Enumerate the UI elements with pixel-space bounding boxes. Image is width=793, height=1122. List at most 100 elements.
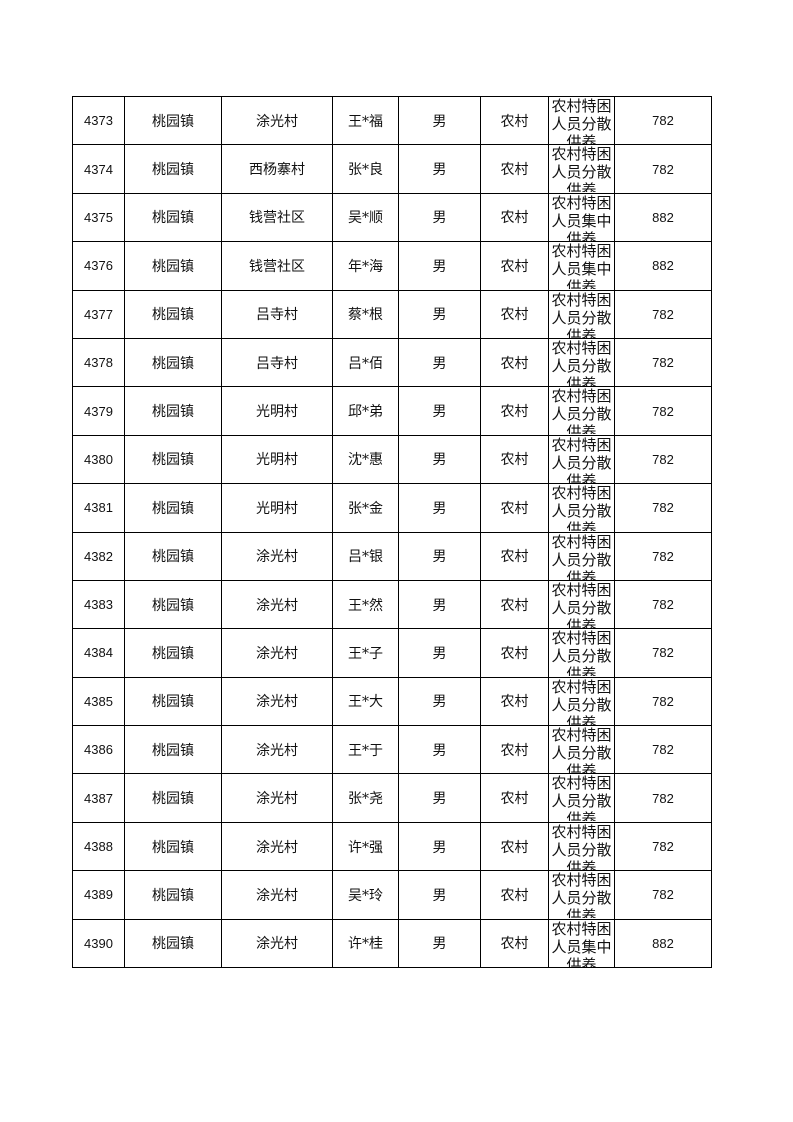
support-type-text: 农村特困人员分散供养: [551, 726, 612, 774]
amount-cell: 782: [614, 531, 712, 581]
gender-cell: 男: [398, 773, 481, 823]
support-type-text: 农村特困人员集中供养: [551, 193, 612, 241]
support-type-cell: 农村特困人员分散供养: [548, 628, 615, 678]
area-cell: 农村: [480, 289, 549, 339]
support-type-cell: 农村特困人员分散供养: [548, 676, 615, 727]
row-number: 4374: [72, 144, 125, 194]
gender-cell: 男: [398, 386, 481, 436]
village-cell: 涂光村: [221, 725, 333, 775]
gender-cell: 男: [398, 337, 481, 388]
row-number: 4382: [72, 531, 125, 581]
support-type-cell: 农村特困人员分散供养: [548, 579, 615, 630]
town-cell: 桃园镇: [124, 676, 222, 727]
row-number: 4388: [72, 821, 125, 872]
area-cell: 农村: [480, 870, 549, 920]
row-number: 4387: [72, 773, 125, 823]
town-cell: 桃园镇: [124, 725, 222, 775]
town-cell: 桃园镇: [124, 241, 222, 291]
name-cell: 吴*顺: [332, 192, 399, 243]
town-cell: 桃园镇: [124, 337, 222, 388]
area-cell: 农村: [480, 725, 549, 775]
table-row: 4382 桃园镇 涂光村 吕*银男农村 农村特困人员分散供养 782: [72, 531, 712, 581]
area-cell: 农村: [480, 337, 549, 388]
village-cell: 涂光村: [221, 531, 333, 581]
amount-cell: 782: [614, 483, 712, 533]
amount-cell: 882: [614, 241, 712, 291]
area-cell: 农村: [480, 144, 549, 194]
gender-cell: 男: [398, 821, 481, 872]
area-cell: 农村: [480, 773, 549, 823]
support-type-text: 农村特困人员分散供养: [551, 677, 612, 725]
row-number: 4378: [72, 337, 125, 388]
village-cell: 涂光村: [221, 918, 333, 969]
gender-cell: 男: [398, 95, 481, 146]
table-row: 4384 桃园镇 涂光村 王*子男农村 农村特困人员分散供养 782: [72, 628, 712, 678]
support-type-cell: 农村特困人员集中供养: [548, 241, 615, 291]
amount-cell: 782: [614, 289, 712, 339]
town-cell: 桃园镇: [124, 483, 222, 533]
amount-cell: 782: [614, 579, 712, 630]
support-type-cell: 农村特困人员分散供养: [548, 289, 615, 339]
amount-cell: 782: [614, 821, 712, 872]
row-number: 4389: [72, 870, 125, 920]
support-type-cell: 农村特困人员分散供养: [548, 386, 615, 436]
town-cell: 桃园镇: [124, 773, 222, 823]
support-type-text: 农村特困人员分散供养: [551, 145, 612, 193]
table-row: 4375 桃园镇 钱营社区 吴*顺男农村 农村特困人员集中供养 882: [72, 192, 712, 243]
town-cell: 桃园镇: [124, 144, 222, 194]
name-cell: 吕*银: [332, 531, 399, 581]
name-cell: 张*尧: [332, 773, 399, 823]
amount-cell: 782: [614, 386, 712, 436]
support-type-text: 农村特困人员分散供养: [551, 338, 612, 386]
table-row: 4383 桃园镇 涂光村 王*然男农村 农村特困人员分散供养 782: [72, 579, 712, 630]
support-type-cell: 农村特困人员分散供养: [548, 337, 615, 388]
area-cell: 农村: [480, 531, 549, 581]
row-number: 4377: [72, 289, 125, 339]
support-type-cell: 农村特困人员集中供养: [548, 192, 615, 243]
name-cell: 王*然: [332, 579, 399, 630]
gender-cell: 男: [398, 628, 481, 678]
amount-cell: 782: [614, 144, 712, 194]
table-row: 4381 桃园镇 光明村 张*金男农村 农村特困人员分散供养 782: [72, 483, 712, 533]
name-cell: 王*于: [332, 725, 399, 775]
support-type-text: 农村特困人员分散供养: [551, 580, 612, 628]
row-number: 4376: [72, 241, 125, 291]
amount-cell: 782: [614, 870, 712, 920]
village-cell: 涂光村: [221, 628, 333, 678]
village-cell: 钱营社区: [221, 241, 333, 291]
town-cell: 桃园镇: [124, 579, 222, 630]
support-type-text: 农村特困人员集中供养: [551, 242, 612, 290]
support-type-cell: 农村特困人员分散供养: [548, 821, 615, 872]
area-cell: 农村: [480, 483, 549, 533]
table-row: 4379 桃园镇 光明村 邱*弟男农村 农村特困人员分散供养 782: [72, 386, 712, 436]
area-cell: 农村: [480, 579, 549, 630]
gender-cell: 男: [398, 289, 481, 339]
area-cell: 农村: [480, 676, 549, 727]
support-type-cell: 农村特困人员分散供养: [548, 434, 615, 485]
area-cell: 农村: [480, 386, 549, 436]
gender-cell: 男: [398, 531, 481, 581]
amount-cell: 782: [614, 773, 712, 823]
gender-cell: 男: [398, 918, 481, 969]
support-type-cell: 农村特困人员分散供养: [548, 870, 615, 920]
amount-cell: 782: [614, 95, 712, 146]
support-type-text: 农村特困人员分散供养: [551, 532, 612, 580]
name-cell: 王*子: [332, 628, 399, 678]
area-cell: 农村: [480, 628, 549, 678]
village-cell: 吕寺村: [221, 289, 333, 339]
table-row: 4390 桃园镇 涂光村 许*桂男农村 农村特困人员集中供养 882: [72, 918, 712, 969]
area-cell: 农村: [480, 918, 549, 969]
support-type-cell: 农村特困人员集中供养: [548, 918, 615, 969]
name-cell: 张*金: [332, 483, 399, 533]
village-cell: 涂光村: [221, 579, 333, 630]
table-row: 4376 桃园镇 钱营社区 年*海男农村 农村特困人员集中供养 882: [72, 241, 712, 291]
gender-cell: 男: [398, 144, 481, 194]
town-cell: 桃园镇: [124, 628, 222, 678]
row-number: 4373: [72, 95, 125, 146]
table-row: 4386 桃园镇 涂光村 王*于男农村 农村特困人员分散供养 782: [72, 725, 712, 775]
area-cell: 农村: [480, 192, 549, 243]
support-type-cell: 农村特困人员分散供养: [548, 773, 615, 823]
name-cell: 吕*佰: [332, 337, 399, 388]
name-cell: 王*福: [332, 95, 399, 146]
table-body: 4373 桃园镇 涂光村 王*福男农村 农村特困人员分散供养 782 4374 桃园镇 西杨寨村…: [72, 95, 712, 969]
